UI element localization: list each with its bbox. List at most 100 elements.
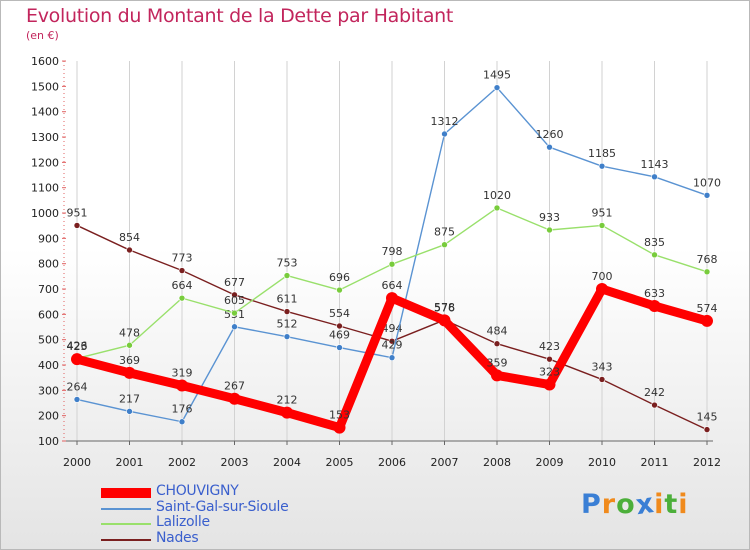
data-label-saint-gal-sur-sioule: 1185 (588, 147, 616, 160)
data-label-saint-gal-sur-sioule: 176 (172, 403, 193, 416)
y-tick-label: 500 (38, 334, 59, 347)
data-label-chouvigny: 212 (277, 394, 298, 407)
data-label-nades: 242 (644, 386, 665, 399)
data-label-lalizolle: 664 (172, 279, 193, 292)
data-point-chouvigny (176, 379, 188, 392)
y-tick-label: 1300 (31, 131, 59, 144)
data-label-chouvigny: 319 (172, 367, 193, 380)
y-tick-label: 1200 (31, 156, 59, 169)
data-label-nades: 343 (592, 360, 613, 373)
data-point-chouvigny (648, 299, 661, 312)
data-point-lalizolle (388, 260, 396, 268)
data-label-chouvigny: 633 (644, 287, 665, 300)
data-label-nades: 854 (119, 231, 140, 244)
legend-swatch-chouvigny (101, 488, 151, 498)
x-tick-label: 2009 (536, 456, 564, 469)
data-point-chouvigny (491, 369, 503, 382)
y-tick-label: 1500 (31, 80, 59, 93)
data-point-saint-gal-sur-sioule (336, 344, 343, 351)
data-label-nades: 951 (67, 206, 88, 219)
data-label-chouvigny: 267 (224, 380, 245, 393)
data-label-saint-gal-sur-sioule: 512 (277, 318, 298, 331)
data-label-saint-gal-sur-sioule: 1070 (693, 176, 721, 189)
data-point-nades (546, 355, 553, 363)
x-tick-label: 2010 (588, 456, 616, 469)
x-tick-label: 2000 (63, 456, 91, 469)
data-point-nades (283, 308, 291, 315)
y-tick-label: 800 (38, 258, 59, 271)
data-point-lalizolle (178, 294, 186, 302)
legend-label-lalizolle: Lalizolle (156, 514, 210, 530)
x-tick-label: 2011 (641, 456, 669, 469)
legend-swatch-saint-gal-sur-sioule (101, 507, 151, 510)
data-label-nades: 423 (539, 340, 560, 353)
logo-letter: o (616, 489, 636, 520)
data-label-chouvigny: 576 (434, 301, 455, 314)
data-label-lalizolle: 696 (329, 271, 350, 284)
logo-letter: P (581, 489, 602, 520)
y-tick-label: 1100 (31, 182, 59, 195)
y-tick-label: 1000 (31, 207, 59, 220)
logo-letter: t (664, 489, 679, 520)
data-label-lalizolle: 1020 (483, 189, 511, 202)
data-point-saint-gal-sur-sioule (73, 396, 81, 403)
data-point-lalizolle (493, 204, 501, 212)
data-label-nades: 484 (487, 325, 508, 338)
data-point-chouvigny (596, 283, 608, 296)
data-point-lalizolle (703, 268, 711, 276)
data-point-nades (388, 337, 396, 345)
legend-swatch-nades (101, 538, 151, 541)
data-label-saint-gal-sur-sioule: 217 (119, 392, 140, 405)
data-label-lalizolle: 753 (277, 257, 298, 270)
data-label-nades: 145 (697, 411, 718, 424)
data-label-nades: 494 (382, 322, 403, 335)
data-point-chouvigny (71, 353, 83, 366)
data-label-chouvigny: 700 (592, 270, 613, 283)
chart-title: Evolution du Montant de la Dette par Hab… (26, 5, 454, 27)
data-point-saint-gal-sur-sioule (493, 84, 501, 91)
data-point-nades (73, 222, 81, 229)
data-label-nades: 554 (329, 307, 350, 320)
data-point-chouvigny (543, 378, 556, 391)
x-tick-label: 2002 (168, 456, 196, 469)
logo-letter: i (678, 489, 689, 520)
data-point-chouvigny (123, 366, 136, 379)
data-label-chouvigny: 574 (697, 302, 718, 315)
data-point-saint-gal-sur-sioule (126, 408, 133, 415)
data-point-chouvigny (438, 314, 451, 327)
y-tick-label: 400 (38, 359, 59, 372)
data-label-lalizolle: 951 (592, 206, 613, 219)
data-label-nades: 578 (434, 301, 455, 314)
x-tick-label: 2004 (273, 456, 301, 469)
y-tick-label: 600 (38, 308, 59, 321)
legend-label-chouvigny: CHOUVIGNY (156, 483, 239, 499)
data-point-lalizolle (441, 241, 448, 248)
data-label-lalizolle: 478 (119, 326, 140, 339)
data-point-nades (651, 401, 658, 409)
data-point-lalizolle (598, 222, 606, 229)
data-label-saint-gal-sur-sioule: 1312 (431, 115, 459, 128)
legend-swatch-lalizolle (101, 523, 151, 525)
proxiti-logo: Proxiti (581, 488, 689, 521)
data-point-saint-gal-sur-sioule (441, 130, 448, 138)
x-tick-label: 2003 (221, 456, 249, 469)
data-point-saint-gal-sur-sioule (598, 162, 606, 170)
data-label-saint-gal-sur-sioule: 429 (382, 339, 403, 352)
y-tick-label: 100 (38, 435, 59, 448)
x-tick-label: 2012 (693, 456, 721, 469)
data-point-saint-gal-sur-sioule (703, 191, 711, 199)
data-point-nades (493, 340, 501, 348)
data-point-nades (336, 322, 343, 330)
data-label-chouvigny: 323 (539, 366, 560, 379)
data-label-nades: 773 (172, 252, 193, 265)
y-tick-label: 900 (38, 232, 59, 245)
data-label-nades: 611 (277, 293, 298, 306)
y-tick-label: 1600 (31, 55, 59, 68)
x-tick-label: 2005 (326, 456, 354, 469)
x-tick-label: 2007 (431, 456, 459, 469)
data-label-chouvigny: 664 (382, 279, 403, 292)
data-label-lalizolle: 933 (539, 211, 560, 224)
logo-letter: r (601, 489, 617, 520)
data-point-chouvigny (333, 421, 346, 434)
